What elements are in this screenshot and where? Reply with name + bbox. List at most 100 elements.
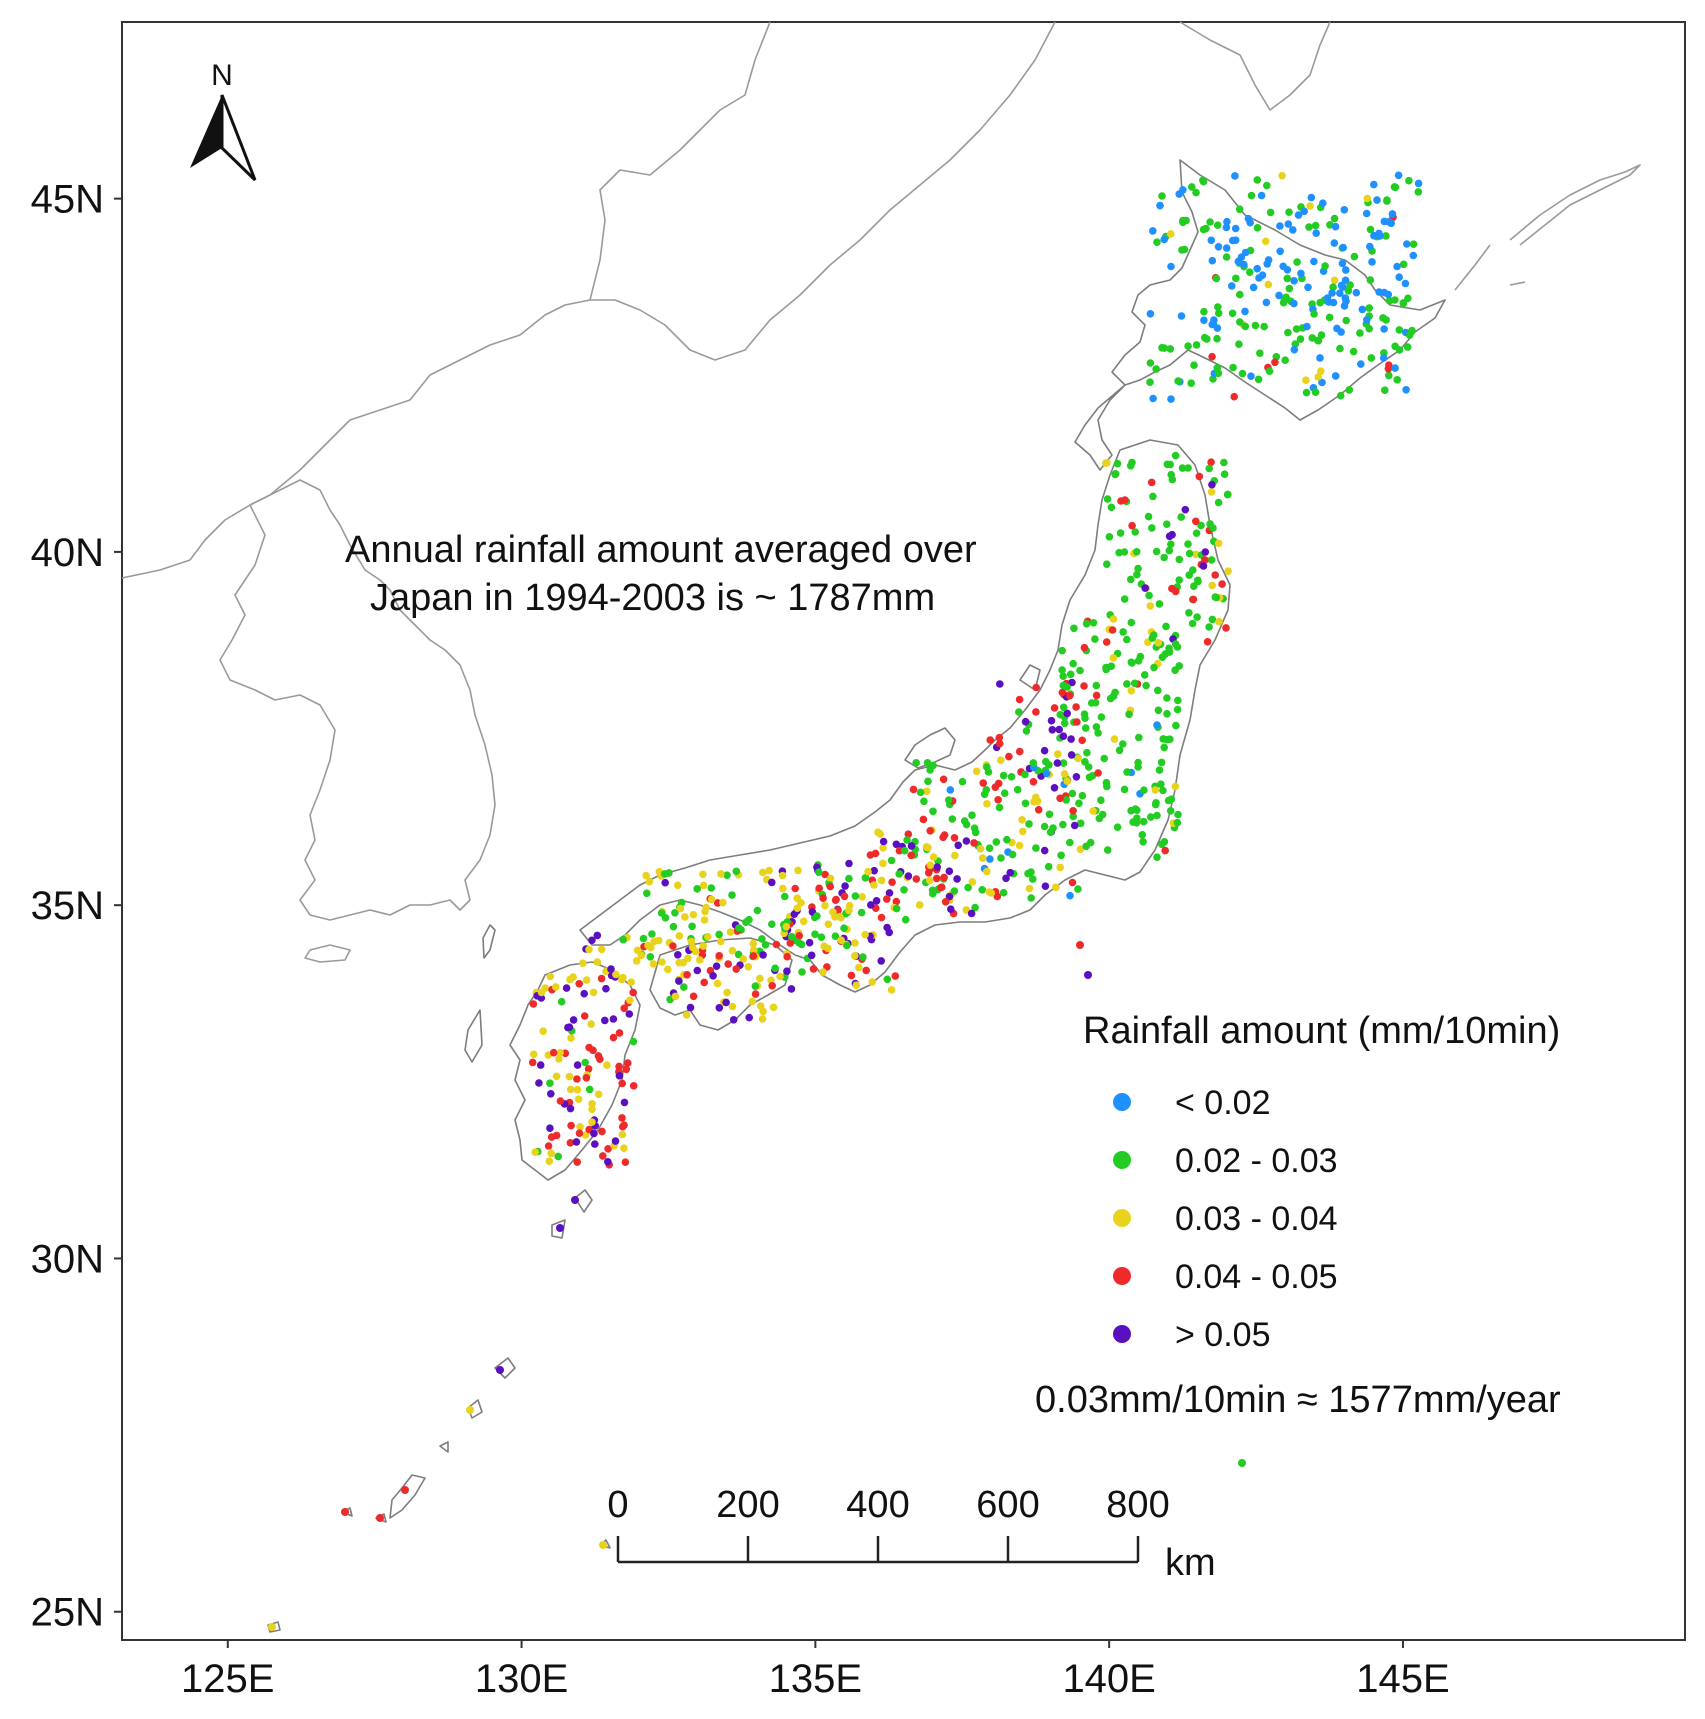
station-dot	[1208, 320, 1216, 329]
station-dot	[821, 870, 829, 879]
station-dot	[1081, 758, 1089, 766]
station-dot	[994, 796, 1002, 804]
station-dot	[1174, 810, 1182, 819]
station-dot	[1150, 663, 1158, 672]
station-dot	[1358, 305, 1367, 314]
station-dot	[1167, 540, 1175, 548]
station-dot	[1253, 264, 1261, 273]
station-dot	[712, 962, 721, 970]
station-dot	[1208, 581, 1216, 590]
station-dot	[1284, 328, 1292, 337]
station-dot	[1066, 838, 1074, 847]
station-dot	[1120, 785, 1129, 794]
station-dot	[1228, 236, 1237, 245]
station-dot	[1214, 303, 1222, 311]
station-dot	[618, 1079, 626, 1088]
station-dot	[787, 932, 796, 941]
station-dot	[1310, 310, 1318, 318]
station-dot	[683, 971, 691, 979]
korea-coastline	[219, 479, 496, 963]
station-dot	[879, 837, 888, 846]
station-dot	[1127, 687, 1136, 695]
station-dot	[1152, 547, 1161, 556]
station-dot	[1005, 752, 1013, 761]
station-dot	[1092, 723, 1101, 731]
station-dot	[1074, 754, 1082, 763]
station-dot	[1108, 626, 1117, 634]
station-dot	[588, 1118, 596, 1126]
station-dot	[821, 901, 829, 910]
station-dot	[1178, 246, 1186, 254]
station-dot	[1214, 309, 1223, 318]
station-dot	[1220, 458, 1228, 467]
station-dot	[1408, 326, 1416, 335]
station-dot	[562, 984, 571, 992]
station-dot	[1110, 735, 1119, 743]
station-dot	[1018, 816, 1026, 824]
station-dot	[1247, 191, 1256, 200]
station-dot	[1296, 335, 1305, 343]
station-dot	[1003, 835, 1011, 844]
station-dot	[1314, 336, 1323, 345]
station-dot	[566, 1085, 575, 1094]
station-dot	[1153, 811, 1161, 820]
station-dot	[1329, 283, 1337, 292]
station-dot	[1134, 763, 1142, 771]
station-dot	[1076, 941, 1084, 949]
station-dot	[537, 994, 546, 1002]
station-dot	[1158, 344, 1166, 352]
station-dot	[1395, 273, 1403, 282]
station-dot	[1082, 620, 1091, 628]
station-dot	[669, 942, 677, 950]
station-dot	[1094, 769, 1102, 777]
station-dot	[646, 953, 655, 961]
station-dot	[972, 767, 981, 776]
station-dot	[575, 1129, 584, 1137]
station-dot	[1059, 672, 1067, 680]
station-dot	[1382, 316, 1390, 324]
station-dot	[1083, 748, 1091, 757]
station-dot	[1314, 373, 1322, 381]
station-dot	[1029, 875, 1037, 883]
station-dot	[915, 901, 924, 909]
station-dot	[1103, 459, 1111, 467]
station-dot	[1167, 395, 1175, 403]
station-dot	[811, 930, 819, 938]
station-dot	[565, 1072, 574, 1081]
station-dot	[1158, 192, 1166, 200]
station-dot	[1076, 845, 1085, 854]
station-dot	[1208, 256, 1217, 265]
station-dot	[1311, 388, 1320, 397]
station-dot	[948, 815, 957, 823]
station-dot	[1297, 269, 1305, 278]
station-dot	[1300, 207, 1308, 216]
station-dot	[783, 952, 791, 961]
station-dot	[604, 1158, 612, 1166]
station-dot	[715, 952, 723, 960]
station-dot	[594, 1090, 603, 1099]
station-dot	[1244, 214, 1253, 223]
station-dot	[1058, 666, 1066, 674]
station-dot	[807, 951, 816, 960]
station-dot	[1021, 717, 1030, 726]
station-dot	[1152, 365, 1160, 373]
station-dot	[1177, 513, 1185, 521]
station-dot	[1057, 851, 1065, 860]
station-dot	[1130, 679, 1139, 688]
station-dot	[615, 1029, 624, 1037]
station-dot	[1390, 183, 1399, 191]
station-dot	[759, 868, 767, 877]
station-dot	[1059, 703, 1068, 712]
station-dot	[704, 932, 712, 941]
station-dot	[840, 892, 849, 901]
station-dot	[1149, 492, 1157, 501]
station-dot	[1069, 807, 1077, 815]
station-dot	[1115, 746, 1124, 755]
station-dot	[1201, 548, 1210, 556]
station-dot	[1042, 757, 1050, 766]
station-dot	[1363, 316, 1371, 324]
station-dot	[632, 957, 641, 965]
station-dot	[1089, 807, 1097, 815]
station-dot	[1185, 609, 1193, 617]
station-dot	[744, 963, 753, 971]
